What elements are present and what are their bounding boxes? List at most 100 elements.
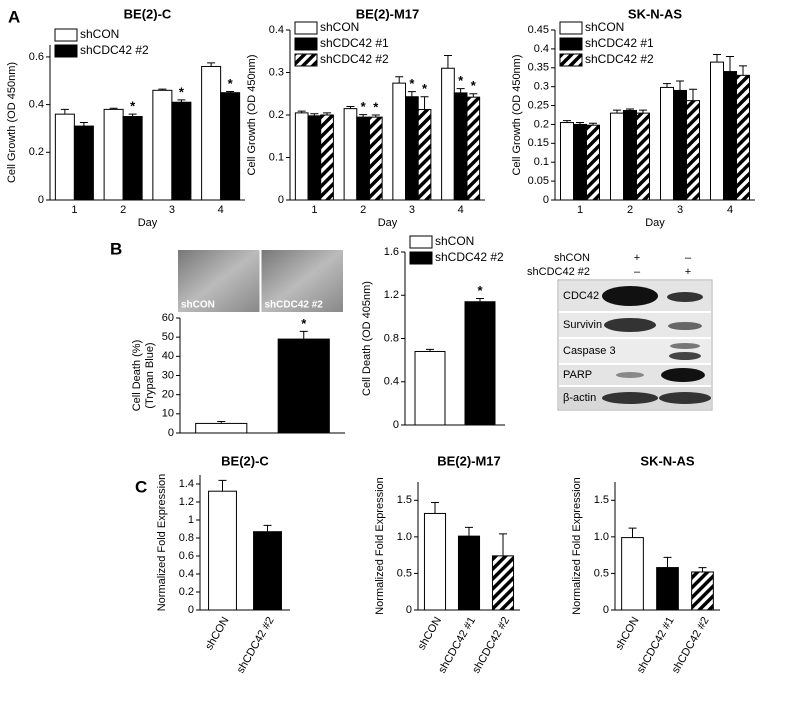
error-bar — [726, 55, 734, 72]
y-axis-label: Cell Growth (OD 450nm) — [246, 54, 258, 175]
y-axis-label: (Trypan Blue) — [144, 342, 156, 408]
legend-swatch — [54, 44, 78, 58]
blot-label: Caspase 3 — [563, 345, 616, 357]
error-bar — [663, 83, 671, 88]
y-axis-label: Cell Death (OD 405nm) — [361, 281, 373, 396]
y-tick-label: 0.25 — [528, 99, 549, 111]
lane-header: shCON — [554, 252, 590, 264]
chart-title: BE(2)-C — [221, 453, 269, 468]
bar — [610, 112, 624, 201]
x-tick-label: shCON — [613, 615, 641, 652]
error-bar — [676, 80, 684, 91]
significance-mark: * — [361, 99, 367, 114]
bar — [673, 89, 687, 201]
error-bar — [207, 62, 216, 67]
x-tick-label: 3 — [169, 204, 175, 216]
error-bar — [469, 93, 478, 98]
error-bar — [310, 113, 319, 116]
y-axis-label: Cell Growth (OD 450nm) — [511, 54, 523, 175]
y-tick-label: 1.0 — [594, 531, 609, 543]
y-tick-label: 0.2 — [269, 109, 284, 121]
bar — [103, 108, 124, 201]
bar — [441, 67, 455, 201]
y-tick-label: 0.6 — [29, 51, 44, 63]
y-axis-label: Normalized Fold Expression — [156, 474, 168, 612]
x-tick-label: 4 — [727, 204, 733, 216]
legend-swatch — [559, 21, 583, 35]
y-tick-label: 0.8 — [179, 532, 194, 544]
bar — [491, 555, 515, 611]
bar — [277, 338, 330, 434]
y-tick-label: 0.3 — [269, 66, 284, 78]
legend-label: shCDC42 #1 — [585, 36, 654, 50]
y-tick-label: 0.8 — [384, 332, 399, 344]
western-blot: shCON + – shCDC42 #2 – + CDC42 Survivin … — [527, 252, 713, 411]
y-tick-label: 1.2 — [384, 289, 399, 301]
y-tick-label: 0.1 — [534, 156, 549, 168]
error-bar — [628, 527, 637, 538]
bar — [723, 71, 737, 201]
y-tick-label: 0 — [278, 194, 284, 206]
y-tick-label: 0.4 — [179, 568, 194, 580]
y-tick-label: 0.5 — [397, 567, 412, 579]
panel-label: A — [8, 7, 20, 26]
bar — [343, 108, 358, 201]
bar — [560, 122, 574, 201]
chart-title: BE(2)-M17 — [356, 6, 420, 21]
bar — [636, 112, 650, 201]
y-tick-label: 0.6 — [179, 550, 194, 562]
bar — [623, 109, 637, 201]
legend-swatch — [409, 235, 433, 249]
legend-swatch — [409, 251, 433, 265]
error-bar — [589, 122, 597, 126]
legend-label: shCDC42 #1 — [320, 36, 389, 50]
error-bar — [698, 567, 707, 572]
error-bar — [613, 109, 621, 114]
y-tick-label: 0.3 — [534, 81, 549, 93]
blot-row: Caspase 3 — [559, 339, 711, 363]
bar — [307, 115, 322, 201]
legend-swatch — [294, 37, 318, 51]
significance-mark: * — [373, 99, 379, 114]
legend-swatch — [294, 21, 318, 35]
error-bar — [217, 421, 226, 424]
error-bar — [79, 122, 88, 127]
significance-mark: * — [477, 283, 483, 298]
y-tick-label: 30 — [162, 369, 174, 381]
panel-label: C — [135, 477, 147, 496]
y-tick-label: 60 — [162, 312, 174, 324]
error-bar — [109, 107, 118, 110]
error-bar — [420, 96, 429, 110]
chart-title: BE(2)-C — [124, 6, 172, 21]
x-tick-label: 3 — [409, 204, 415, 216]
bar — [405, 96, 419, 201]
bar — [464, 301, 496, 426]
error-bar — [263, 524, 272, 532]
x-tick-label: 2 — [627, 204, 633, 216]
bar — [621, 537, 644, 611]
x-tick-label: 2 — [360, 204, 366, 216]
bar — [220, 92, 241, 201]
image-label: shCDC42 #2 — [265, 300, 324, 311]
legend-label: shCDC42 #2 — [435, 250, 504, 264]
significance-mark: * — [228, 76, 234, 91]
bar — [54, 113, 75, 201]
y-tick-label: 1.2 — [179, 496, 194, 508]
lane-sign: – — [634, 266, 641, 278]
error-bar — [297, 110, 306, 113]
error-bar — [465, 526, 473, 537]
error-bar — [626, 108, 634, 111]
y-tick-label: 0.2 — [29, 146, 44, 158]
bar — [320, 114, 334, 201]
error-bar — [689, 88, 697, 101]
x-tick-label: 1 — [311, 204, 317, 216]
error-bar — [158, 88, 167, 91]
error-bar — [431, 501, 439, 514]
error-bar — [426, 348, 434, 352]
significance-mark: * — [179, 84, 185, 99]
error-bar — [443, 55, 452, 69]
legend-label: shCON — [320, 20, 359, 34]
y-tick-label: 1.4 — [179, 478, 194, 490]
x-tick-label: shCON — [416, 615, 444, 652]
legend-swatch — [559, 53, 583, 67]
